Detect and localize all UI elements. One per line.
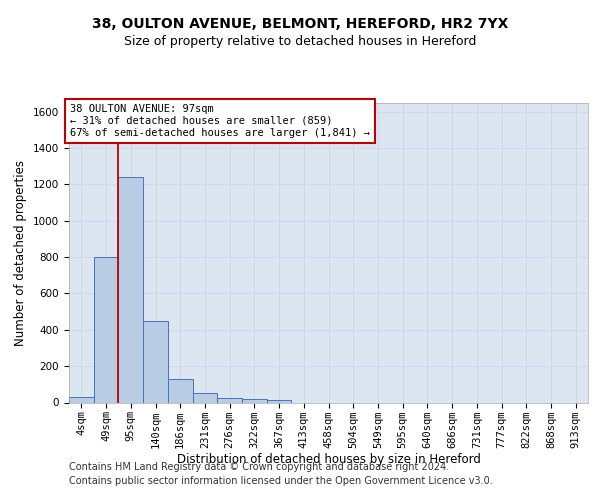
Bar	[168, 379, 193, 402]
Bar	[143, 320, 168, 402]
Text: Contains public sector information licensed under the Open Government Licence v3: Contains public sector information licen…	[69, 476, 493, 486]
Bar	[69, 397, 94, 402]
Text: 38, OULTON AVENUE, BELMONT, HEREFORD, HR2 7YX: 38, OULTON AVENUE, BELMONT, HEREFORD, HR…	[92, 18, 508, 32]
Bar	[193, 392, 217, 402]
Text: Size of property relative to detached houses in Hereford: Size of property relative to detached ho…	[124, 35, 476, 48]
Bar	[242, 399, 267, 402]
X-axis label: Distribution of detached houses by size in Hereford: Distribution of detached houses by size …	[176, 453, 481, 466]
Text: Contains HM Land Registry data © Crown copyright and database right 2024.: Contains HM Land Registry data © Crown c…	[69, 462, 449, 472]
Text: 38 OULTON AVENUE: 97sqm
← 31% of detached houses are smaller (859)
67% of semi-d: 38 OULTON AVENUE: 97sqm ← 31% of detache…	[70, 104, 370, 138]
Bar	[217, 398, 242, 402]
Y-axis label: Number of detached properties: Number of detached properties	[14, 160, 28, 346]
Bar	[267, 400, 292, 402]
Bar	[94, 257, 118, 402]
Bar	[118, 177, 143, 402]
